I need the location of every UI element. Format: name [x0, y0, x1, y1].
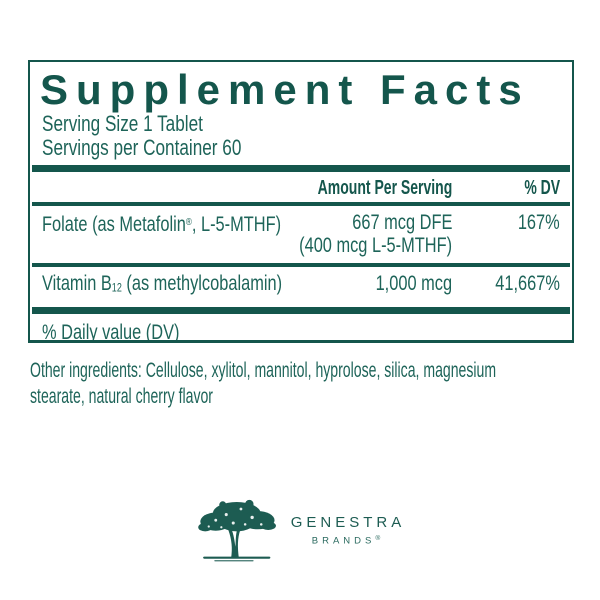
brand-logo: GENESTRA BRANDS® — [195, 492, 406, 568]
oak-tree-icon — [195, 492, 279, 568]
divider-thick-top — [32, 165, 570, 172]
other-ingredients-line1: Other ingredients: Cellulose, xylitol, m… — [30, 359, 497, 382]
registered-mark: ® — [185, 216, 192, 228]
nutrient-amount-folate: 667 mcg DFE (400 mcg L-5-MTHF) — [299, 211, 452, 257]
nutrient-dv-vitamin-b12: 41,667% — [495, 272, 560, 295]
supplement-facts-panel: Supplement Facts Serving Size 1 Tablet S… — [28, 60, 574, 343]
column-header-spacer — [42, 177, 242, 199]
servings-per-container-text: Servings per Container 60 — [42, 135, 242, 160]
table-header-row: Amount Per Serving % DV — [30, 172, 572, 202]
nutrient-dv-folate: 167% — [518, 211, 560, 234]
column-header-dv: % DV — [524, 177, 560, 199]
divider-under-header — [32, 202, 570, 206]
serving-size: Serving Size 1 Tablet — [42, 112, 572, 136]
brand-text: GENESTRA BRANDS® — [289, 514, 406, 547]
other-ingredients: Other ingredients: Cellulose, xylitol, m… — [30, 358, 600, 410]
serving-info: Serving Size 1 Tablet Servings per Conta… — [30, 112, 572, 160]
divider-under-folate — [32, 263, 570, 267]
table-row-vitamin-b12: Vitamin B12 (as methylcobalamin) 1,000 m… — [30, 267, 572, 307]
dv-footnote: % Daily value (DV) — [42, 321, 180, 343]
serving-size-text: Serving Size 1 Tablet — [42, 111, 203, 136]
divider-thick-bottom — [32, 307, 570, 315]
nutrient-name-folate: Folate (as Metafolin®, L-5-MTHF) — [42, 212, 282, 236]
column-header-amount: Amount Per Serving — [317, 177, 452, 199]
table-row-folate: Folate (as Metafolin®, L-5-MTHF) 667 mcg… — [30, 206, 572, 263]
other-ingredients-line2: stearate, natural cherry flavor — [30, 385, 213, 408]
servings-per-container: Servings per Container 60 — [42, 136, 572, 160]
brand-name: GENESTRA — [290, 513, 406, 531]
panel-title: Supplement Facts — [40, 66, 530, 113]
subscript-12: 12 — [111, 282, 122, 295]
nutrient-amount-vitamin-b12: 1,000 mcg — [375, 272, 452, 295]
nutrient-name-vitamin-b12: Vitamin B12 (as methylcobalamin) — [42, 272, 283, 295]
brand-registered-mark: ® — [375, 534, 385, 542]
brand-sub: BRANDS® — [311, 534, 385, 547]
